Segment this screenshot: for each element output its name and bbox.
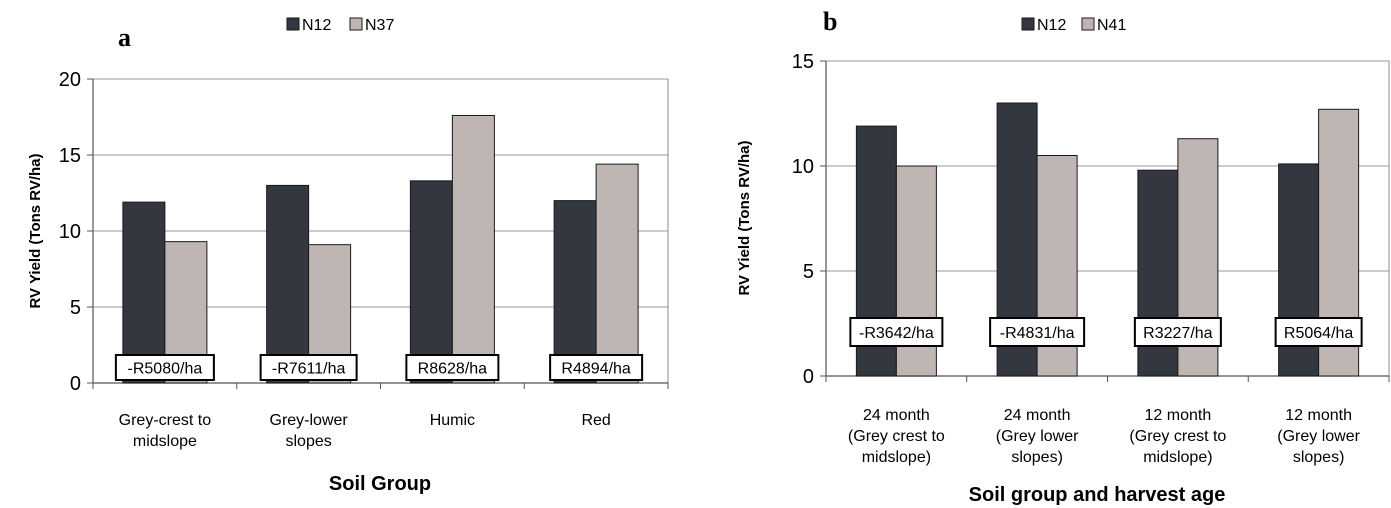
annotation-box bbox=[114, 354, 215, 381]
legend-label: N12 bbox=[1037, 17, 1066, 34]
annotation-label: R3227/ha bbox=[1143, 325, 1212, 342]
legend-swatch bbox=[1081, 17, 1095, 31]
legend-swatch bbox=[1021, 17, 1035, 31]
panel-label: a bbox=[118, 23, 131, 52]
y-tick-label: 5 bbox=[70, 297, 81, 319]
y-tick-label: 10 bbox=[59, 221, 81, 243]
annotation-box bbox=[549, 354, 644, 381]
x-tick-label: 12 month bbox=[1145, 407, 1212, 424]
legend-swatch bbox=[286, 17, 300, 31]
bar-n37 bbox=[451, 114, 495, 384]
x-tick-label: (Grey crest to bbox=[848, 428, 945, 445]
x-tick-label: 12 month bbox=[1285, 407, 1352, 424]
panel-a: 0 5 10 15 20 -R5080/ha Grey-crest to midslope -R… bbox=[27, 17, 669, 495]
legend-swatch bbox=[349, 17, 363, 31]
bar-n12 bbox=[409, 180, 453, 384]
x-tick-label: midslope) bbox=[862, 449, 931, 466]
x-tick-label: (Grey crest to bbox=[1129, 428, 1226, 445]
y-axis-title: RV Yield (Tons RV/ha) bbox=[27, 153, 44, 308]
annotation-label: -R7611/ha bbox=[272, 361, 346, 378]
panel-label: b bbox=[823, 7, 837, 36]
legend-label: N41 bbox=[1097, 17, 1126, 34]
y-tick-label: 5 bbox=[803, 261, 814, 283]
y-tick-label: 20 bbox=[59, 69, 81, 91]
y-tick-label: 10 bbox=[792, 156, 814, 178]
x-tick-label: Red bbox=[581, 412, 610, 429]
x-tick-label: slopes) bbox=[1011, 449, 1063, 466]
legend-label: N37 bbox=[365, 17, 394, 34]
legend-label: N12 bbox=[302, 17, 331, 34]
panel-b: 0 5 10 15 -R3642/ha 24 month (Grey crest to mid… bbox=[736, 7, 1390, 506]
y-tick-label: 15 bbox=[792, 51, 814, 73]
y-tick-label: 0 bbox=[803, 366, 814, 388]
x-tick-label: 24 month bbox=[863, 407, 930, 424]
annotation-box bbox=[989, 317, 1086, 347]
bar-n37 bbox=[595, 163, 639, 384]
x-tick-label: Humic bbox=[430, 412, 475, 429]
y-tick-label: 0 bbox=[70, 373, 81, 395]
annotation-box bbox=[849, 317, 944, 347]
x-tick-label: slopes bbox=[286, 433, 332, 450]
annotation-label: R4894/ha bbox=[561, 361, 630, 378]
x-tick-label: Grey-crest to bbox=[119, 412, 212, 429]
x-tick-label: (Grey lower bbox=[996, 428, 1079, 445]
annotation-box bbox=[259, 354, 358, 381]
annotation-label: R5064/ha bbox=[1284, 325, 1353, 342]
x-axis-title: Soil group and harvest age bbox=[969, 484, 1226, 506]
bar-n12 bbox=[266, 184, 310, 384]
x-tick-label: midslope) bbox=[1143, 449, 1212, 466]
annotation-box bbox=[405, 354, 500, 381]
annotation-label: -R5080/ha bbox=[128, 361, 203, 378]
annotation-box bbox=[1274, 317, 1363, 347]
annotation-label: -R4831/ha bbox=[1000, 325, 1075, 342]
annotation-box bbox=[1133, 317, 1222, 347]
x-tick-label: Grey-lower bbox=[270, 412, 349, 429]
bar-n12 bbox=[122, 201, 166, 384]
x-tick-label: (Grey lower bbox=[1277, 428, 1360, 445]
annotation-label: -R3642/ha bbox=[859, 325, 934, 342]
x-tick-label: 24 month bbox=[1004, 407, 1071, 424]
annotation-label: R8628/ha bbox=[418, 361, 487, 378]
x-tick-label: midslope bbox=[133, 433, 197, 450]
y-axis-title: RV Yield (Tons RV/ha) bbox=[736, 140, 753, 295]
x-tick-label: slopes) bbox=[1293, 449, 1345, 466]
y-tick-label: 15 bbox=[59, 145, 81, 167]
x-axis-title: Soil Group bbox=[329, 473, 431, 495]
